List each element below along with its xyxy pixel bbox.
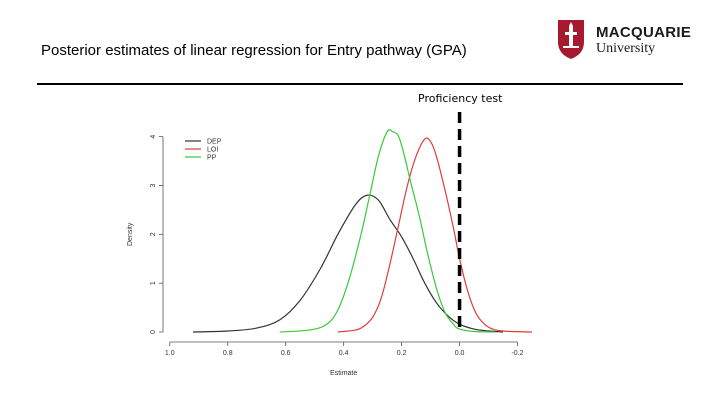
series-line-loi: [337, 137, 533, 333]
x-tick-label: 0.6: [281, 350, 291, 357]
macquarie-crest-icon: [558, 20, 584, 59]
y-tick-label: 3: [150, 183, 157, 187]
x-tick-label: 0.2: [397, 350, 407, 357]
y-tick-label: 4: [150, 135, 157, 139]
legend-label-loi: LOI: [207, 147, 218, 154]
y-tick-label: 0: [150, 330, 157, 334]
series-line-pp: [279, 129, 495, 333]
logo-subtext: University: [596, 41, 656, 56]
logo-wordmark: MACQUARIE: [596, 24, 692, 41]
series-line-dep: [192, 194, 504, 333]
macquarie-logo: MACQUARIE University: [556, 18, 696, 62]
x-tick-label: 0.0: [455, 350, 465, 357]
x-tick-label: 0.8: [223, 350, 233, 357]
legend-label-pp: PP: [207, 155, 217, 162]
x-tick-label: 1.0: [165, 350, 175, 357]
x-tick-label: -0.2: [511, 350, 523, 357]
y-axis-label: Density: [127, 222, 134, 246]
x-axis-label: Estimate: [330, 370, 357, 377]
slide-title: Posterior estimates of linear regression…: [41, 42, 467, 59]
legend-label-dep: DEP: [207, 139, 222, 146]
y-tick-label: 2: [150, 232, 157, 236]
density-chart: 0 1 2 3 4 Density 1.0 0.8 0.6 0.4 0.2 0.0 -0.2 Estima…: [127, 112, 533, 377]
y-tick-label: 1: [150, 281, 157, 285]
title-divider: [37, 83, 683, 85]
proficiency-test-label: Proficiency test: [418, 92, 503, 105]
x-tick-label: 0.4: [339, 350, 349, 357]
